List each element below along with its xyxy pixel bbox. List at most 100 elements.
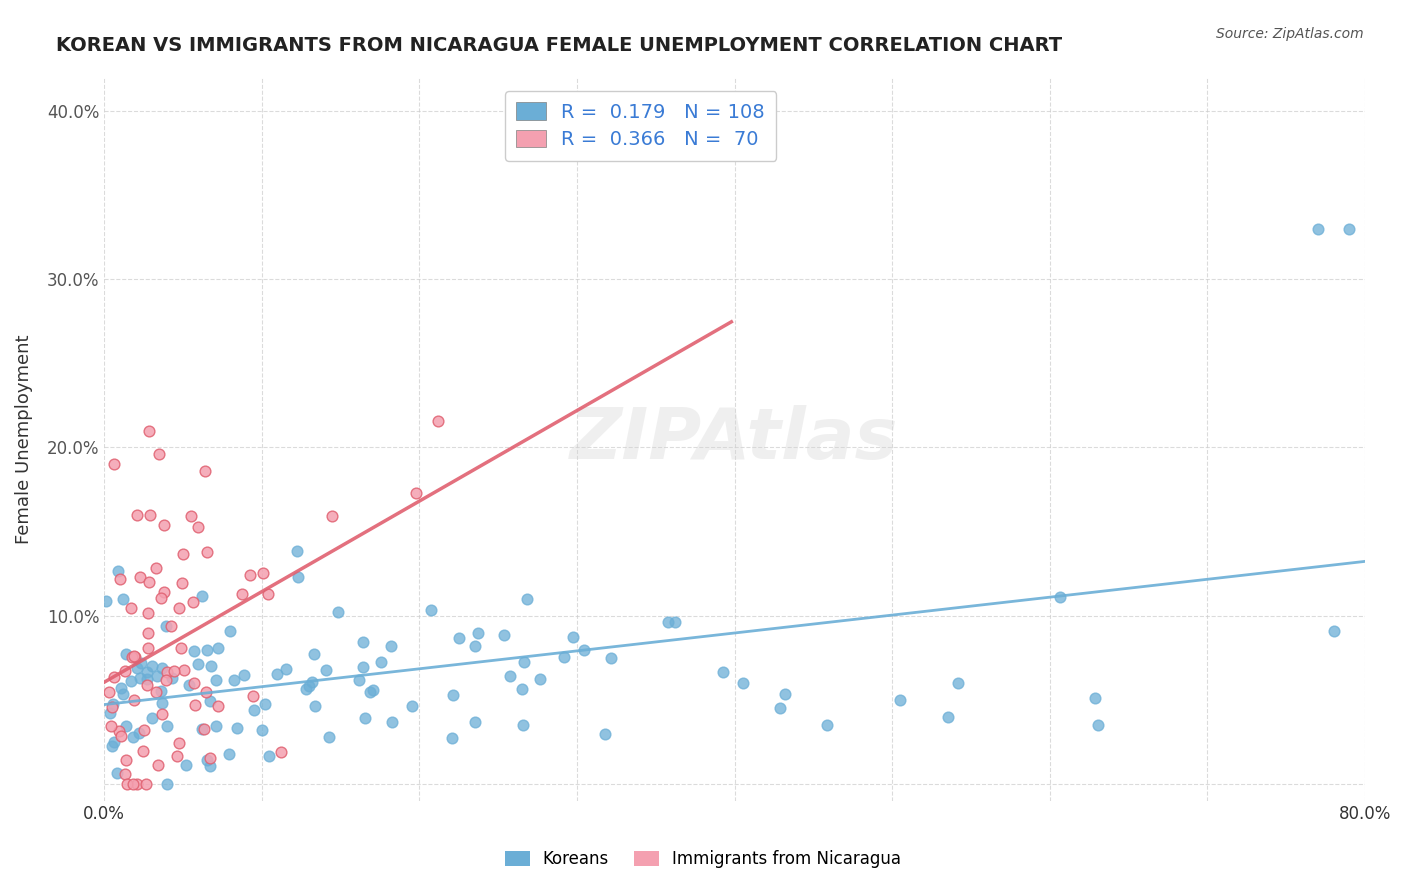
Point xyxy=(243,702,266,716)
Point xyxy=(253,697,276,711)
Point xyxy=(125,661,148,675)
Point xyxy=(447,631,470,645)
Point xyxy=(231,587,253,601)
Point xyxy=(252,723,274,737)
Point xyxy=(326,605,349,619)
Point xyxy=(180,508,202,523)
Point xyxy=(150,706,173,721)
Point xyxy=(301,674,323,689)
Point xyxy=(179,678,201,692)
Point xyxy=(510,682,533,697)
Point xyxy=(380,639,402,653)
Text: KOREAN VS IMMIGRANTS FROM NICARAGUA FEMALE UNEMPLOYMENT CORRELATION CHART: KOREAN VS IMMIGRANTS FROM NICARAGUA FEMA… xyxy=(56,36,1063,54)
Point xyxy=(129,671,152,685)
Point xyxy=(194,464,217,478)
Point xyxy=(150,660,173,674)
Point xyxy=(664,615,686,629)
Point xyxy=(529,672,551,686)
Point xyxy=(443,689,465,703)
Legend: Koreans, Immigrants from Nicaragua: Koreans, Immigrants from Nicaragua xyxy=(498,844,908,875)
Point xyxy=(136,640,159,655)
Point xyxy=(427,414,450,428)
Point xyxy=(195,752,218,766)
Point xyxy=(815,718,838,732)
Point xyxy=(467,625,489,640)
Point xyxy=(115,777,138,791)
Point xyxy=(156,719,179,733)
Point xyxy=(167,601,190,615)
Point xyxy=(232,668,254,682)
Point xyxy=(120,601,142,615)
Point xyxy=(266,666,288,681)
Point xyxy=(122,693,145,707)
Point xyxy=(347,673,370,687)
Point xyxy=(166,748,188,763)
Point xyxy=(352,659,374,673)
Point xyxy=(191,723,214,737)
Point xyxy=(181,594,204,608)
Point xyxy=(315,663,337,677)
Point xyxy=(136,673,159,687)
Point xyxy=(352,635,374,649)
Point xyxy=(204,719,226,733)
Point xyxy=(420,603,443,617)
Point xyxy=(187,520,209,534)
Point xyxy=(129,656,152,670)
Point xyxy=(302,647,325,661)
Point xyxy=(205,673,228,687)
Point xyxy=(153,518,176,533)
Point xyxy=(146,757,169,772)
Point xyxy=(127,777,149,791)
Point xyxy=(98,706,121,720)
Point xyxy=(156,665,179,679)
Point xyxy=(361,683,384,698)
Point xyxy=(155,619,177,633)
Point xyxy=(600,651,623,665)
Point xyxy=(218,747,240,761)
Legend: R =  0.179   N = 108, R =  0.366   N =  70: R = 0.179 N = 108, R = 0.366 N = 70 xyxy=(505,91,776,161)
Point xyxy=(294,681,316,696)
Point xyxy=(155,673,177,687)
Point xyxy=(195,545,218,559)
Point xyxy=(572,643,595,657)
Point xyxy=(226,721,249,735)
Point xyxy=(122,731,145,745)
Point xyxy=(183,676,205,690)
Point xyxy=(138,424,160,438)
Point xyxy=(198,751,221,765)
Point xyxy=(711,665,734,679)
Point xyxy=(110,681,132,695)
Point xyxy=(769,700,792,714)
Point xyxy=(287,570,309,584)
Point xyxy=(318,730,340,744)
Point xyxy=(242,689,264,703)
Point xyxy=(516,592,538,607)
Point xyxy=(160,671,183,685)
Point xyxy=(731,676,754,690)
Point xyxy=(405,486,427,500)
Point xyxy=(1322,624,1344,639)
Point xyxy=(124,649,146,664)
Point xyxy=(200,759,222,773)
Point xyxy=(145,561,167,575)
Point xyxy=(173,663,195,677)
Point xyxy=(111,591,134,606)
Point xyxy=(513,655,536,669)
Point xyxy=(200,658,222,673)
Point xyxy=(936,710,959,724)
Point xyxy=(207,640,229,655)
Point xyxy=(381,715,404,730)
Point xyxy=(108,724,131,739)
Point xyxy=(464,639,486,653)
Point xyxy=(512,717,534,731)
Point xyxy=(136,606,159,620)
Point xyxy=(441,731,464,746)
Point xyxy=(121,650,143,665)
Point xyxy=(153,585,176,599)
Point xyxy=(1306,222,1329,236)
Point xyxy=(270,745,292,759)
Point xyxy=(105,765,128,780)
Point xyxy=(103,670,125,684)
Point xyxy=(115,647,138,661)
Point xyxy=(257,749,280,764)
